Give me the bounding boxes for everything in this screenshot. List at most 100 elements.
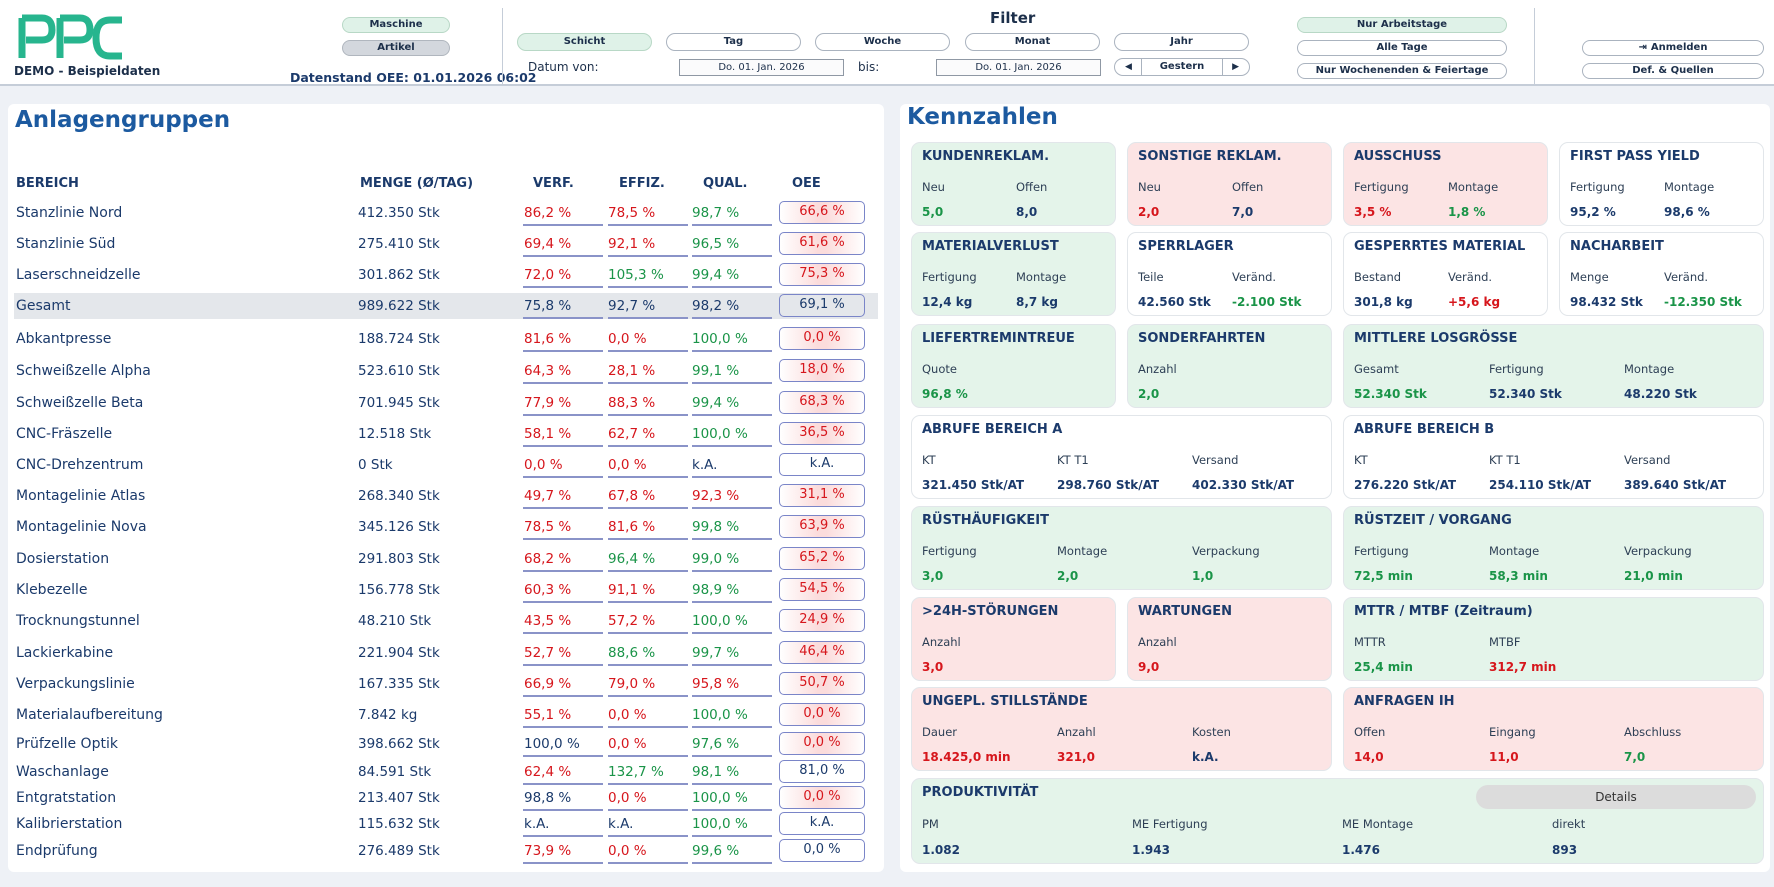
table-row[interactable]: Kalibrierstation 115.632 Stk k.A. k.A. 100,0… xyxy=(14,811,878,837)
kpi-field-value: 25,4 min xyxy=(1354,660,1413,674)
mode-artikel[interactable]: Artikel xyxy=(342,40,450,56)
table-row[interactable]: Materialaufbereitung 7.842 kg 55,1 % 0,0 % 1… xyxy=(14,702,878,728)
row-verf: 73,9 % xyxy=(524,843,572,859)
table-row[interactable]: Montagelinie Nova 345.126 Stk 78,5 % 81,6 %… xyxy=(14,514,878,540)
cell-underline xyxy=(692,538,772,540)
row-bereich: Materialaufbereitung xyxy=(16,707,163,723)
table-row[interactable]: CNC-Fräszelle 12.518 Stk 58,1 % 62,7 % 100,0… xyxy=(14,421,878,447)
row-menge: 12.518 Stk xyxy=(358,426,432,442)
tab-monat[interactable]: Monat xyxy=(965,33,1100,51)
kpi-card: ANFRAGEN IH Offen 14,0 Eingang 11,0 Abschluss… xyxy=(1343,687,1764,771)
kpi-field-label: Fertigung xyxy=(922,544,977,558)
kpi-field-label: KT T1 xyxy=(1489,453,1521,467)
row-oee: 66,6 % xyxy=(779,201,865,224)
table-row[interactable]: Dosierstation 291.803 Stk 68,2 % 96,4 % 99,0… xyxy=(14,546,878,572)
table-row[interactable]: Montagelinie Atlas 268.340 Stk 49,7 % 67,8 … xyxy=(14,483,878,509)
table-row[interactable]: Waschanlage 84.591 Stk 62,4 % 132,7 % 98,1 %… xyxy=(14,759,878,785)
row-oee: 31,1 % xyxy=(779,484,865,507)
datum-von-field[interactable]: Do. 01. Jan. 2026 xyxy=(679,59,844,76)
demo-label: DEMO - Beispieldaten xyxy=(14,64,161,78)
kpi-card: RÜSTHÄUFIGKEIT Fertigung 3,0 Montage 2,0 Verp… xyxy=(911,506,1332,590)
kpi-field-label: Montage xyxy=(1664,180,1715,194)
cell-underline xyxy=(523,632,603,634)
kpi-card-title: UNGEPL. STILLSTÄNDE xyxy=(922,694,1088,709)
row-bereich: Montagelinie Nova xyxy=(16,519,147,535)
table-row[interactable]: Verpackungslinie 167.335 Stk 66,9 % 79,0 % 9… xyxy=(14,671,878,697)
table-row[interactable]: Stanzlinie Süd 275.410 Stk 69,4 % 92,1 % 96,… xyxy=(14,231,878,257)
table-row[interactable]: Trocknungstunnel 48.210 Stk 43,5 % 57,2 % 10… xyxy=(14,608,878,634)
table-row[interactable]: Endprüfung 276.489 Stk 73,9 % 0,0 % 99,6 % 0,… xyxy=(14,838,878,864)
tab-schicht[interactable]: Schicht xyxy=(517,33,652,51)
login-button[interactable]: ⇥ Anmelden xyxy=(1582,40,1764,56)
row-verf: 62,4 % xyxy=(524,764,572,780)
col-header-verf: VERF. xyxy=(533,176,574,191)
filter-wochenenden[interactable]: Nur Wochenenden & Feiertage xyxy=(1297,63,1507,79)
row-effiz: 132,7 % xyxy=(608,764,664,780)
kpi-field-label: Gesamt xyxy=(1354,362,1399,376)
kpi-field-label: Offen xyxy=(1354,725,1386,739)
definitions-button[interactable]: Def. & Quellen xyxy=(1582,63,1764,79)
next-day-icon[interactable]: ▶ xyxy=(1232,62,1239,72)
kpi-field-label: Neu xyxy=(922,180,945,194)
kpi-card-title: ABRUFE BEREICH B xyxy=(1354,422,1495,437)
row-menge: 523.610 Stk xyxy=(358,363,440,379)
cell-underline xyxy=(523,726,603,728)
table-row[interactable]: Lackierkabine 221.904 Stk 52,7 % 88,6 % 99,7… xyxy=(14,640,878,666)
kpi-card: NACHARBEIT Menge 98.432 Stk Veränd. -12.350 … xyxy=(1559,232,1764,316)
kpi-card-title: ABRUFE BEREICH A xyxy=(922,422,1063,437)
tab-tag[interactable]: Tag xyxy=(666,33,801,51)
kpi-field-label: Montage xyxy=(1624,362,1675,376)
kpi-field-value: 5,0 xyxy=(922,205,944,219)
kpi-field-label: Montage xyxy=(1448,180,1499,194)
table-row[interactable]: Schweißzelle Alpha 523.610 Stk 64,3 % 28,1 … xyxy=(14,358,878,384)
kpi-card-title: MATERIALVERLUST xyxy=(922,239,1059,254)
kpi-field-value: 21,0 min xyxy=(1624,569,1683,583)
table-row[interactable]: Entgratstation 213.407 Stk 98,8 % 0,0 % 100,… xyxy=(14,785,878,811)
table-row[interactable]: Stanzlinie Nord 412.350 Stk 86,2 % 78,5 % 98… xyxy=(14,200,878,226)
kennzahlen-title: Kennzahlen xyxy=(907,104,1058,130)
table-row[interactable]: Prüfzelle Optik 398.662 Stk 100,0 % 0,0 % 97… xyxy=(14,731,878,757)
kpi-field-label: Fertigung xyxy=(1570,180,1625,194)
row-oee: k.A. xyxy=(779,453,865,476)
row-oee: 36,5 % xyxy=(779,422,865,445)
row-verf: 43,5 % xyxy=(524,613,572,629)
tab-jahr[interactable]: Jahr xyxy=(1114,33,1249,51)
cell-underline xyxy=(523,224,603,226)
kpi-field-value: 12,4 kg xyxy=(922,295,973,309)
table-row[interactable]: CNC-Drehzentrum 0 Stk 0,0 % 0,0 % k.A. k.A. xyxy=(14,452,878,478)
kpi-card: LIEFERTREMINTREUE Quote 96,8 % xyxy=(911,324,1116,408)
row-menge: 398.662 Stk xyxy=(358,736,440,752)
kpi-field-value: 8,7 kg xyxy=(1016,295,1059,309)
cell-underline xyxy=(523,664,603,666)
details-button[interactable]: Details xyxy=(1476,785,1756,809)
filter-nur-arbeitstage[interactable]: Nur Arbeitstage xyxy=(1297,17,1507,33)
table-row[interactable]: Klebezelle 156.778 Stk 60,3 % 91,1 % 98,9 % 5… xyxy=(14,577,878,603)
datum-bis-field[interactable]: Do. 01. Jan. 2026 xyxy=(936,59,1101,76)
kpi-field-label: KT T1 xyxy=(1057,453,1089,467)
kpi-field-value: 1.943 xyxy=(1132,843,1170,857)
row-effiz: k.A. xyxy=(608,816,634,832)
kpi-field-value: 52.340 Stk xyxy=(1354,387,1427,401)
table-row[interactable]: Gesamt 989.622 Stk 75,8 % 92,7 % 98,2 % 69,1 … xyxy=(14,293,878,319)
filter-alle-tage[interactable]: Alle Tage xyxy=(1297,40,1507,56)
cell-underline xyxy=(523,755,603,757)
row-menge: 156.778 Stk xyxy=(358,582,440,598)
cell-underline xyxy=(523,445,603,447)
cell-underline xyxy=(608,755,688,757)
kpi-card: >24H-STÖRUNGEN Anzahl 3,0 xyxy=(911,597,1116,681)
row-effiz: 81,6 % xyxy=(608,519,656,535)
kpi-card: KUNDENREKLAM. Neu 5,0 Offen 8,0 xyxy=(911,142,1116,226)
row-oee: 61,6 % xyxy=(779,232,865,255)
mode-maschine[interactable]: Maschine xyxy=(342,17,450,33)
row-verf: 72,0 % xyxy=(524,267,572,283)
table-row[interactable]: Abkantpresse 188.724 Stk 81,6 % 0,0 % 100,0 … xyxy=(14,326,878,352)
tab-woche[interactable]: Woche xyxy=(815,33,950,51)
table-row[interactable]: Schweißzelle Beta 701.945 Stk 77,9 % 88,3 %… xyxy=(14,390,878,416)
table-row[interactable]: Laserschneidzelle 301.862 Stk 72,0 % 105,3 … xyxy=(14,262,878,288)
row-oee: 65,2 % xyxy=(779,547,865,570)
prev-day-icon[interactable]: ◀ xyxy=(1125,62,1132,72)
kpi-card-title: RÜSTHÄUFIGKEIT xyxy=(922,513,1049,528)
kpi-field-label: Bestand xyxy=(1354,270,1402,284)
cell-underline xyxy=(523,538,603,540)
kpi-field-label: Fertigung xyxy=(1354,180,1409,194)
